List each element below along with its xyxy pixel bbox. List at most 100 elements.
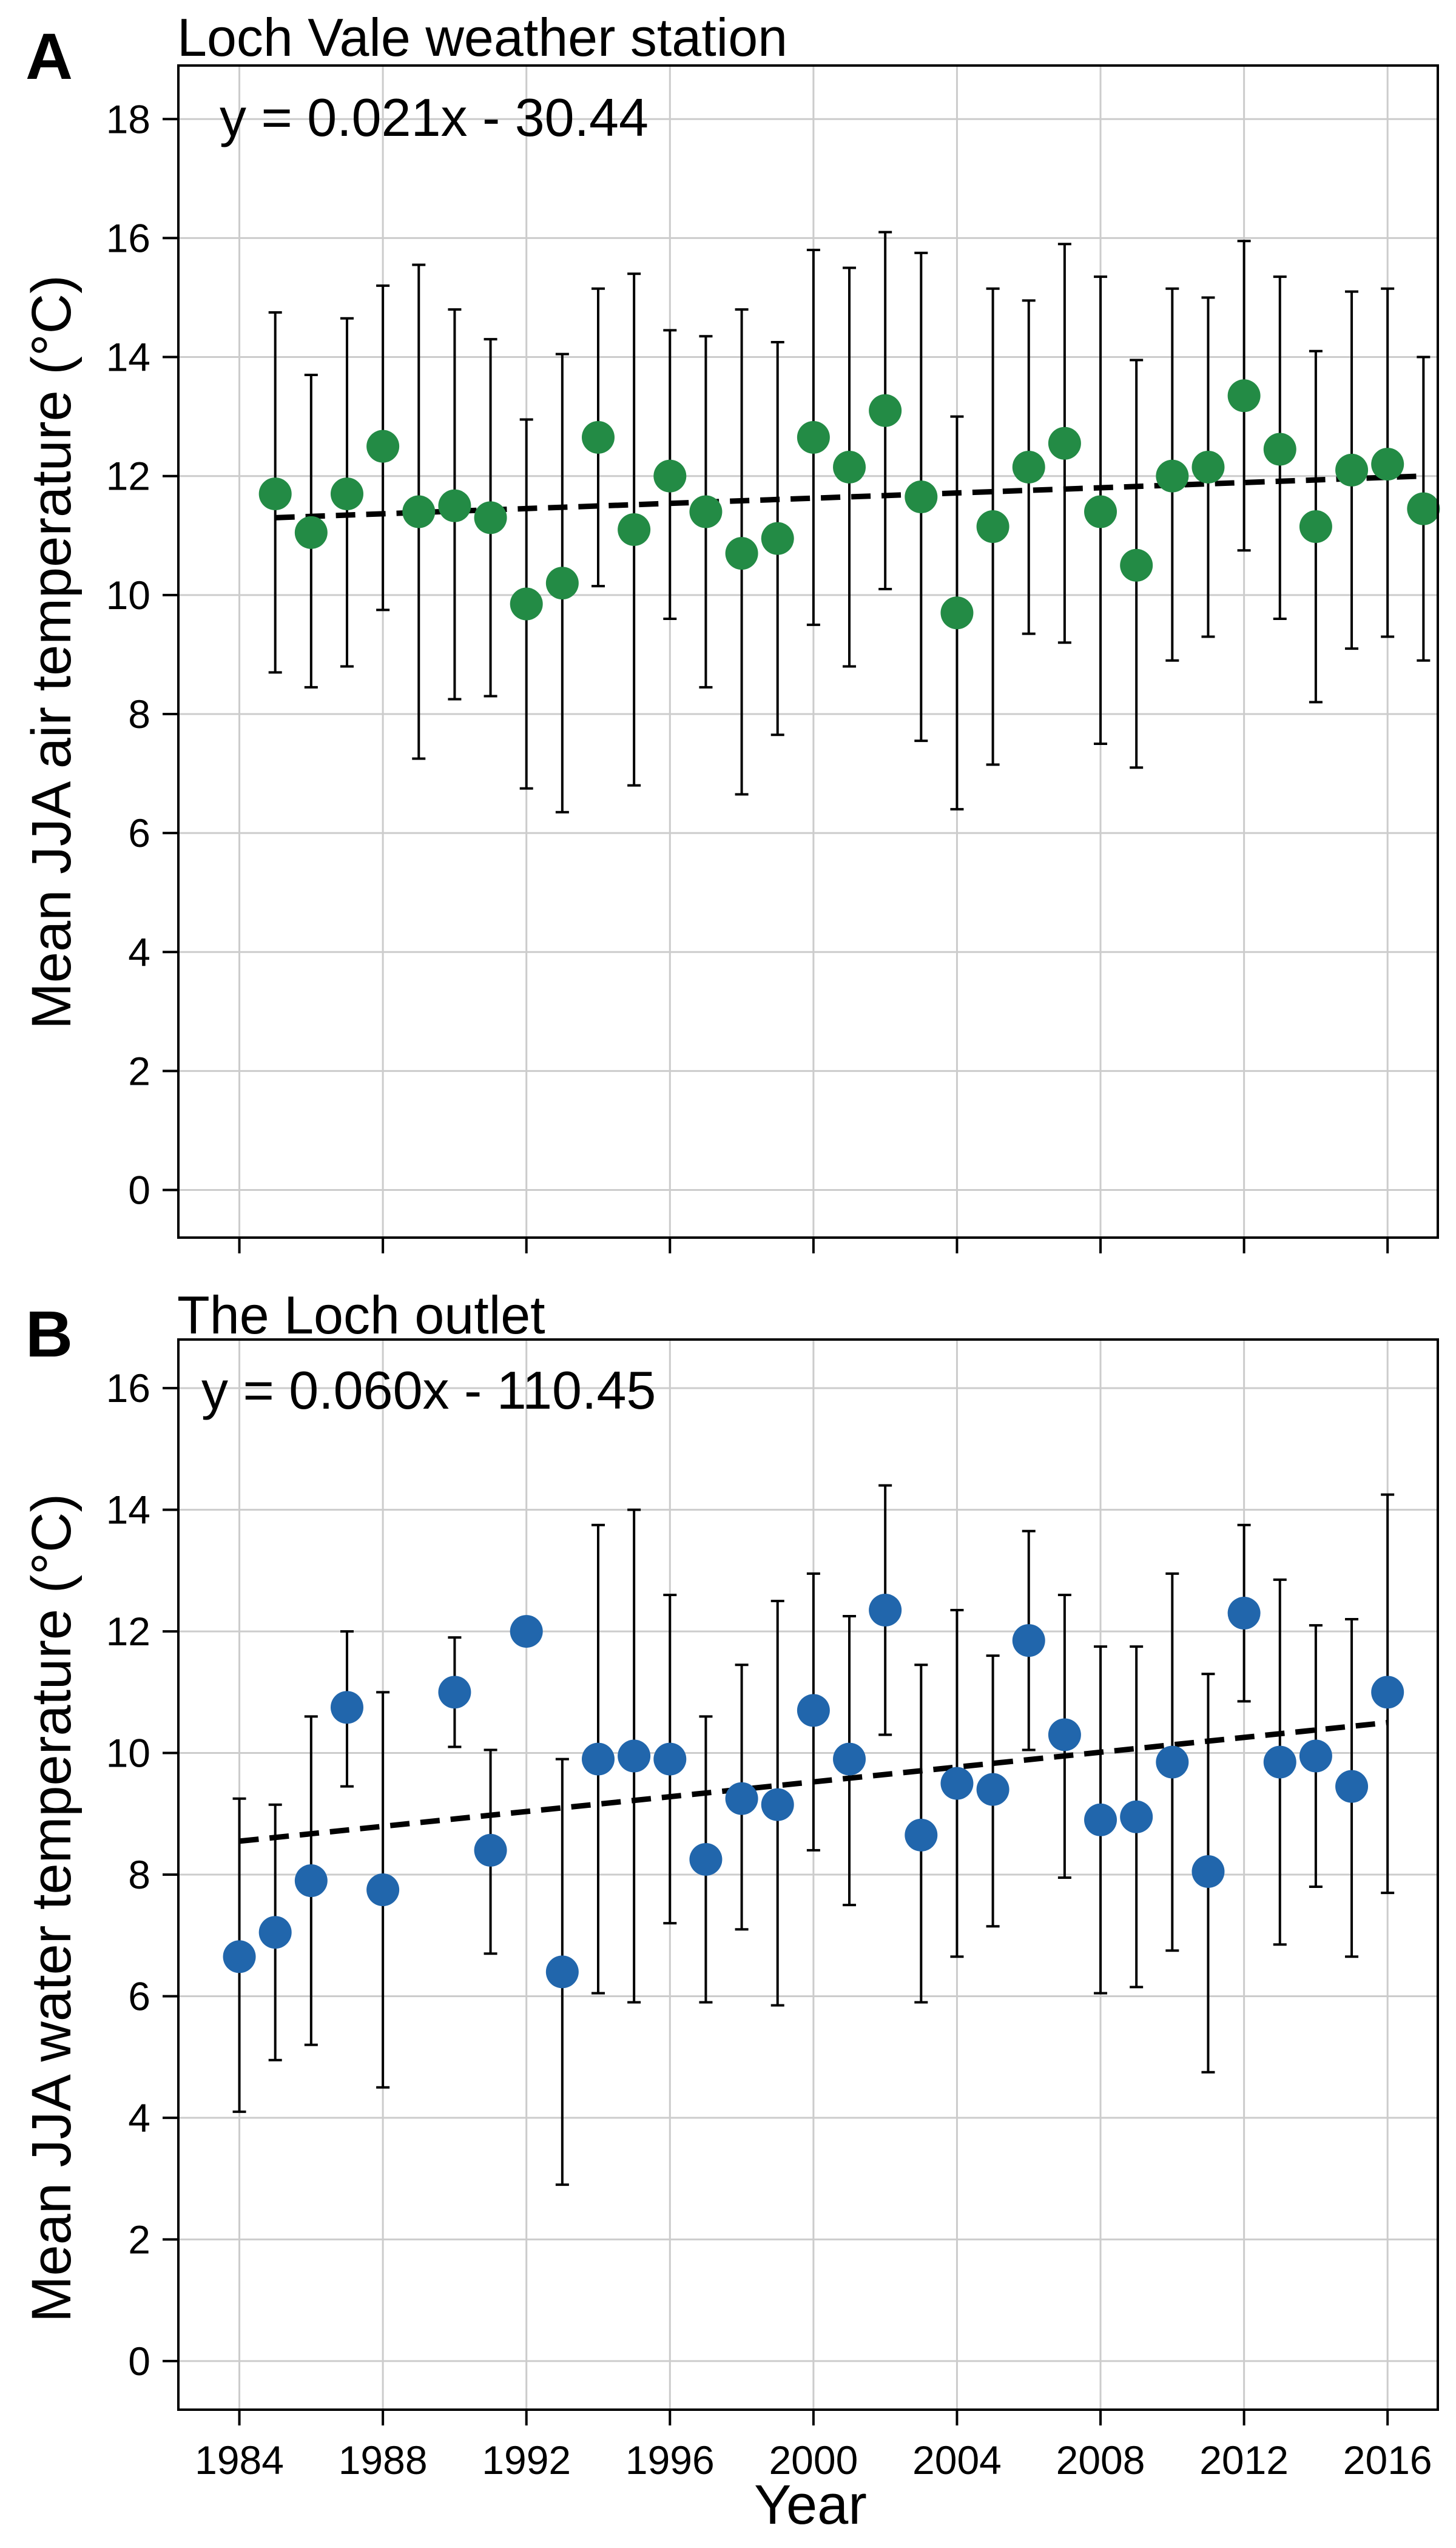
- panel-b-data-point: [833, 1742, 866, 1776]
- panel-a-axes: 0 2 4 6 8 10 12 14 16 18: [106, 64, 1439, 1253]
- panel-b-data-point: [1012, 1624, 1045, 1657]
- panel-a-data-point: [474, 501, 507, 534]
- panel-b-data-point: [582, 1742, 615, 1776]
- panel-a-data-point: [1048, 426, 1081, 460]
- panel-a-data-point: [653, 459, 687, 493]
- panel-a-equation: y = 0.021x - 30.44: [220, 87, 649, 147]
- panel-a-data-point: [1335, 453, 1369, 487]
- panel-b-x-tick-label: 2012: [1199, 2438, 1289, 2482]
- panel-b-data-point: [1120, 1800, 1153, 1833]
- panel-a-data-point: [797, 420, 830, 454]
- panel-a-data-point: [1407, 492, 1440, 525]
- panel-a-gridlines: [178, 66, 1438, 1238]
- panel-b-y-tick-label: 8: [128, 1852, 150, 1897]
- panel-b-ylabel: Mean JJA water temperature (°C): [21, 1494, 83, 2322]
- panel-b-data-point: [869, 1594, 902, 1627]
- panel-b-x-tick-label: 1996: [625, 2438, 715, 2482]
- panel-a-data-point: [1371, 448, 1404, 481]
- panel-a-data-point: [905, 480, 938, 514]
- panel-b-data-point: [366, 1873, 400, 1907]
- panel-a-y-tick-label: 16: [106, 215, 150, 260]
- panel-b-x-tick-label: 1988: [339, 2438, 428, 2482]
- panel-b-data-point: [725, 1782, 758, 1815]
- panel-b-letter: B: [25, 1297, 73, 1370]
- panel-a-data-point: [1120, 548, 1153, 582]
- panel-a-data-point: [618, 513, 651, 546]
- panel-b-y-tick-label: 4: [128, 2095, 150, 2140]
- panel-b-y-tick-label: 2: [128, 2217, 150, 2262]
- panel-b-data-point: [1335, 1770, 1369, 1803]
- panel-a-plot-frame: [177, 64, 1439, 1239]
- panel-b-equation: y = 0.060x - 110.45: [201, 1360, 656, 1420]
- panel-a-y-tick-label: 8: [128, 692, 150, 736]
- panel-b-data-point: [438, 1676, 471, 1709]
- panel-a-data-point: [976, 510, 1009, 544]
- panel-a-data-point: [869, 394, 902, 427]
- panel-b-y-tick-label: 12: [106, 1609, 150, 1654]
- panel-b-x-tick-label: 2000: [769, 2438, 858, 2482]
- panel-b-data-point: [761, 1788, 794, 1821]
- panel-b-plot-frame: [177, 1338, 1439, 2411]
- panel-b-data-point: [976, 1773, 1009, 1806]
- panel-b-axes: 1984 1988 1992 1996 2000 2004 2008 2012 2016 0 2 4 6…: [106, 1338, 1439, 2482]
- panel-b-data-point: [258, 1916, 292, 1949]
- panel-a-y-tick-label: 4: [128, 929, 150, 974]
- panel-b-x-tick-label: 2004: [912, 2438, 1002, 2482]
- panel-a-y-tick-label: 18: [106, 96, 150, 141]
- panel-a-data-point: [1263, 433, 1296, 466]
- panel-a-y-tick-label: 2: [128, 1048, 150, 1093]
- panel-b-data-point: [1299, 1739, 1332, 1773]
- panel-a-letter: A: [25, 19, 73, 93]
- panel-b-data-point: [1263, 1745, 1296, 1779]
- panel-a-data-point: [258, 477, 292, 511]
- panel-b-data-point: [940, 1767, 974, 1800]
- panel-b-data-point: [474, 1833, 507, 1867]
- panel-a-data-point: [833, 450, 866, 484]
- panel-a-data-point: [1299, 510, 1332, 544]
- panel-a-data-point: [689, 495, 723, 528]
- panel-b-data-point: [653, 1742, 687, 1776]
- panel-b-data-point: [294, 1864, 328, 1898]
- panel-a-data-point: [366, 430, 400, 463]
- panel-a-data-point: [330, 477, 363, 511]
- panel-b-data-point: [330, 1691, 363, 1724]
- panel-b-data-point: [1191, 1855, 1225, 1888]
- panel-a-data-point: [1084, 495, 1117, 528]
- panel-a-title: Loch Vale weather station: [177, 7, 787, 67]
- panel-b-x-tick-label: 2016: [1343, 2438, 1432, 2482]
- panel-b-y-tick-label: 6: [128, 1973, 150, 2018]
- panel-a-data-point: [1012, 450, 1045, 484]
- panel-b-data-point: [1371, 1676, 1404, 1709]
- panel-a-y-tick-label: 12: [106, 454, 150, 499]
- panel-b-data-point: [689, 1842, 723, 1876]
- panel-a-data-point: [402, 495, 436, 528]
- panel-b-data-point: [1084, 1803, 1117, 1836]
- panel-b-data-point: [1227, 1597, 1261, 1630]
- panel-a-y-tick-label: 10: [106, 573, 150, 618]
- panel-b-data-point: [223, 1940, 256, 1973]
- panel-a-data-point: [1191, 450, 1225, 484]
- panel-b-data-point: [1156, 1745, 1189, 1779]
- panel-b-x-tick-label: 1992: [482, 2438, 571, 2482]
- panel-b-gridlines: [178, 1340, 1438, 2410]
- panel-a-data-point: [294, 516, 328, 549]
- panel-b-y-tick-label: 10: [106, 1731, 150, 1776]
- panel-a-data-point: [1156, 459, 1189, 493]
- panel-b-data-point: [545, 1955, 579, 1989]
- panel-b-x-tick-label: 1984: [195, 2438, 284, 2482]
- panel-b-data-point: [797, 1694, 830, 1727]
- panel-a-data-point: [582, 420, 615, 454]
- panel-a-data-point: [761, 522, 794, 555]
- panel-a-ylabel: Mean JJA air temperature (°C): [21, 275, 83, 1029]
- panel-a-data-point: [545, 567, 579, 600]
- panel-a-y-tick-label: 14: [106, 335, 150, 380]
- panel-b-title: The Loch outlet: [177, 1285, 545, 1345]
- panel-b-x-tick-label: 2008: [1056, 2438, 1145, 2482]
- panel-a-marks: [258, 231, 1440, 814]
- panel-b-y-tick-label: 16: [106, 1366, 150, 1410]
- panel-a-data-point: [725, 537, 758, 570]
- panel-b: 1984 1988 1992 1996 2000 2004 2008 2012 2016 0 2 4 6…: [21, 1285, 1439, 2482]
- panel-b-y-tick-label: 14: [106, 1488, 150, 1532]
- panel-b-marks: [223, 1484, 1404, 2186]
